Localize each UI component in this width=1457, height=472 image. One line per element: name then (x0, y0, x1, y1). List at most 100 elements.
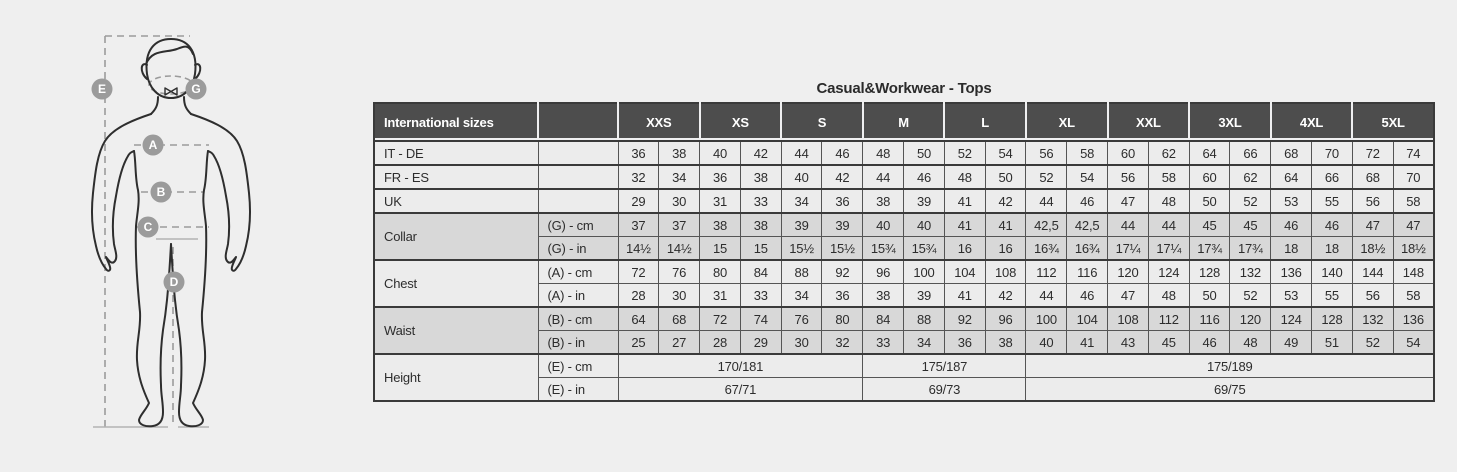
size-value: 46 (1066, 283, 1109, 308)
size-value: 124 (1270, 306, 1313, 331)
badge-inseam-d: D (163, 271, 185, 293)
size-value: 41 (943, 188, 986, 214)
size-value: 70 (1392, 164, 1435, 190)
size-value: 62 (1147, 140, 1190, 166)
badge-waist-b: B (150, 181, 172, 203)
size-value: 140 (1311, 259, 1353, 284)
table-row: Collar (G) - cm 37 37 38 38 39 39 40 40 41 41 42,5 42… (373, 212, 1435, 261)
size-value: 70 (1311, 140, 1353, 166)
size-value: 39 (780, 212, 823, 237)
size-value: 51 (1311, 330, 1353, 355)
badge-collar-g: G (185, 78, 207, 100)
size-value: 56 (1025, 140, 1068, 166)
table-row: (A) - in 28 30 31 33 34 36 38 39 41 42 44 46 47 48 50 52… (374, 283, 1435, 308)
size-value: 30 (780, 330, 823, 355)
unit-label: (G) - cm (537, 212, 619, 237)
size-value: 148 (1392, 259, 1435, 284)
size-value: 40 (699, 140, 741, 166)
size-value: 128 (1311, 306, 1353, 331)
size-value: 132 (1229, 259, 1272, 284)
badge-height-e: E (91, 78, 113, 100)
table-row: (G) - in 14½ 14½ 15 15 15½ 15½ 15¾ 15¾ 16 16 16¾ 16¾… (374, 236, 1435, 261)
row-group-label: Height (373, 353, 539, 402)
size-table-section: Casual&Workwear - Tops International siz… (373, 80, 1435, 402)
size-value: 38 (739, 164, 782, 190)
size-value: 38 (739, 212, 782, 237)
size-value: 44 (1025, 188, 1068, 214)
size-value: 112 (1147, 306, 1190, 331)
size-value: 58 (1392, 283, 1435, 308)
header-size-m: M (862, 103, 946, 142)
size-value: 48 (1147, 188, 1190, 214)
size-value: 53 (1270, 188, 1313, 214)
size-value: 39 (903, 188, 945, 214)
badge-letter-a: A (149, 138, 158, 152)
badge-letter-c: C (144, 220, 153, 234)
size-value: 52 (1229, 188, 1272, 214)
size-value: 50 (1188, 188, 1231, 214)
size-value: 56 (1107, 164, 1149, 190)
size-value: 88 (903, 306, 945, 331)
size-value: 17¾ (1188, 236, 1231, 261)
size-value: 54 (1066, 164, 1109, 190)
size-value: 42,5 (1066, 212, 1109, 237)
size-value: 48 (1229, 330, 1272, 355)
size-value: 41 (943, 283, 986, 308)
size-value: 42 (821, 164, 864, 190)
unit-label: (E) - cm (537, 353, 619, 378)
size-value: 54 (1392, 330, 1435, 355)
size-value: 37 (658, 212, 701, 237)
size-value: 33 (862, 330, 905, 355)
table-row: UK 29 30 31 33 34 36 38 39 41 42 44 46 47 48 50 52 53 55 56… (373, 188, 1435, 214)
table-row: FR - ES 32 34 36 38 40 42 44 46 48 50 52 54 56 58 60 62 6… (373, 164, 1435, 190)
row-group-label: Waist (373, 306, 539, 355)
size-value: 15¾ (903, 236, 945, 261)
table-row: (E) - in 67/71 69/73 69/75 (374, 377, 1435, 402)
size-value: 34 (780, 188, 823, 214)
size-value: 64 (1270, 164, 1313, 190)
size-value: 100 (903, 259, 945, 284)
size-value: 55 (1311, 283, 1353, 308)
size-value: 68 (1351, 164, 1394, 190)
size-value: 84 (739, 259, 782, 284)
badge-letter-b: B (157, 185, 166, 199)
size-value: 64 (1188, 140, 1231, 166)
size-value: 48 (862, 140, 905, 166)
size-value: 41 (1066, 330, 1109, 355)
size-value: 132 (1351, 306, 1394, 331)
table-row: Waist (B) - cm 64 68 72 74 76 80 84 88 92 96 100 104 1… (373, 306, 1435, 355)
size-value: 36 (699, 164, 741, 190)
size-value: 47 (1107, 283, 1149, 308)
size-value: 46 (821, 140, 864, 166)
size-value: 15½ (780, 236, 823, 261)
size-value: 38 (862, 283, 905, 308)
size-value: 55 (1311, 188, 1353, 214)
size-value: 44 (780, 140, 823, 166)
row-group-label: Chest (373, 259, 539, 308)
badge-letter-g: G (191, 82, 200, 96)
unit-label: (G) - in (537, 236, 619, 261)
size-value: 52 (1229, 283, 1272, 308)
size-value: 38 (862, 188, 905, 214)
size-value: 104 (1066, 306, 1109, 331)
size-value: 42 (739, 140, 782, 166)
size-value: 37 (617, 212, 660, 237)
table-body: IT - DE 36 38 40 42 44 46 48 50 52 54 56 58 60 62 64 66 6… (373, 140, 1435, 402)
size-value: 74 (1392, 140, 1435, 166)
header-size-xs: XS (699, 103, 783, 142)
row-group-label: Collar (373, 212, 539, 261)
size-value: 80 (821, 306, 864, 331)
size-value: 128 (1188, 259, 1231, 284)
size-value: 38 (699, 212, 741, 237)
size-value: 50 (984, 164, 1027, 190)
header-international-sizes: International sizes (374, 103, 539, 142)
size-value: 136 (1270, 259, 1313, 284)
size-value: 38 (658, 140, 701, 166)
size-value: 42 (984, 188, 1027, 214)
size-value: 92 (943, 306, 986, 331)
size-value-span: 69/75 (1025, 377, 1435, 402)
size-value-span: 170/181 (617, 353, 864, 378)
header-size-xxl: XXL (1107, 103, 1191, 142)
empty-cell (537, 164, 619, 190)
size-value: 36 (617, 140, 660, 166)
